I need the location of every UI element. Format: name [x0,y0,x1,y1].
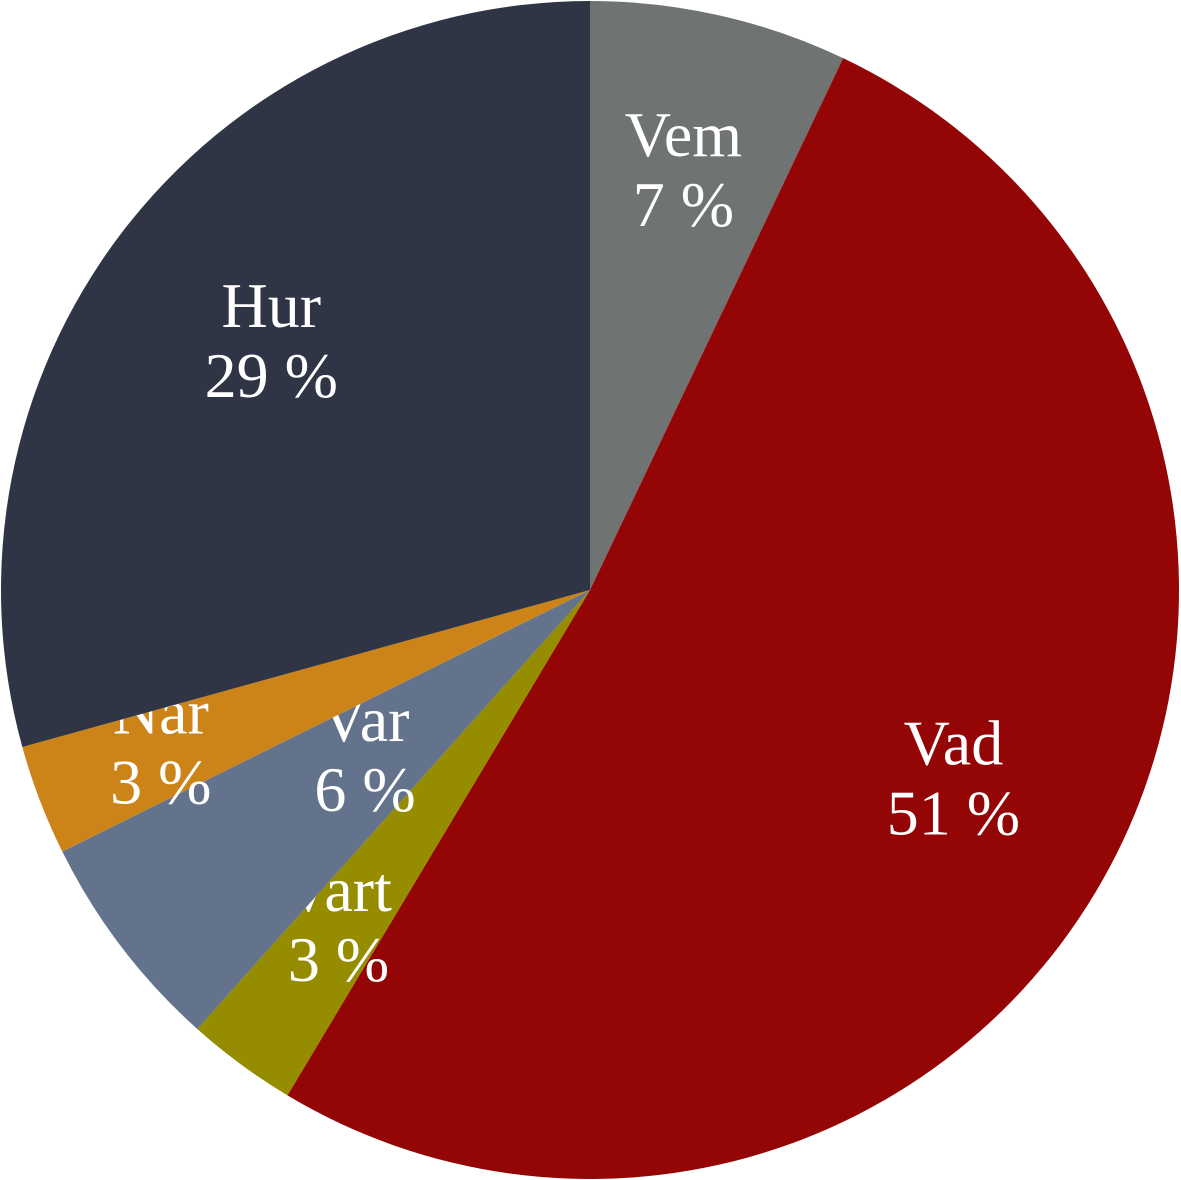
slice-value-label: 51 % [887,777,1020,848]
pie-slice [22,590,590,852]
pie-slice [287,58,1180,1180]
pie-slice [62,590,591,1029]
slice-value-label: 3 % [110,747,211,818]
slice-value-label: 3 % [288,924,389,995]
pie-slice [197,590,590,1096]
pie-slice [590,1,844,590]
slice-label: Hur [222,270,322,341]
slice-label: Vad [904,707,1004,778]
slice-value-label: 6 % [314,754,415,825]
slice-label: Vem [625,99,742,170]
slice-value-label: 7 % [633,169,734,240]
slice-value-label: 29 % [205,340,338,411]
pie-slice [0,1,591,747]
